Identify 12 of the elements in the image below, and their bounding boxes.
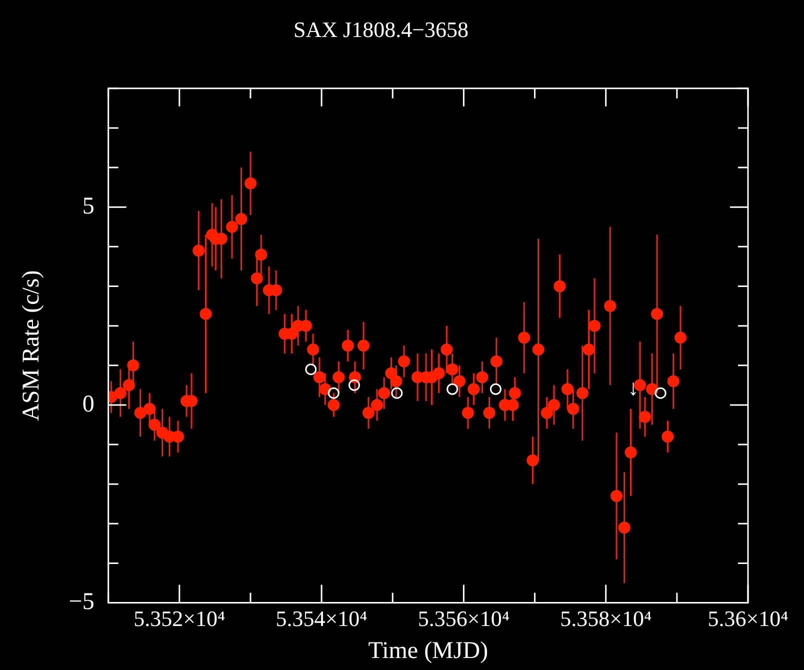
y-tick-label: 5: [82, 193, 94, 220]
y-tick-label: −5: [68, 589, 94, 616]
x-tick-label: 5.352×10⁴: [134, 606, 226, 631]
x-axis-title: Time (MJD): [368, 638, 488, 664]
x-tick-label: 5.36×10⁴: [708, 606, 789, 631]
chart-title: SAX J1808.4−3658: [294, 16, 468, 42]
x-tick-label: 5.354×10⁴: [276, 606, 368, 631]
y-tick-label: 0: [82, 391, 94, 418]
x-tick-label: 5.358×10⁴: [560, 606, 652, 631]
y-axis-title: ASM Rate (c/s): [18, 270, 45, 421]
annotation: ↓: [628, 374, 639, 400]
x-tick-label: 5.356×10⁴: [418, 606, 510, 631]
